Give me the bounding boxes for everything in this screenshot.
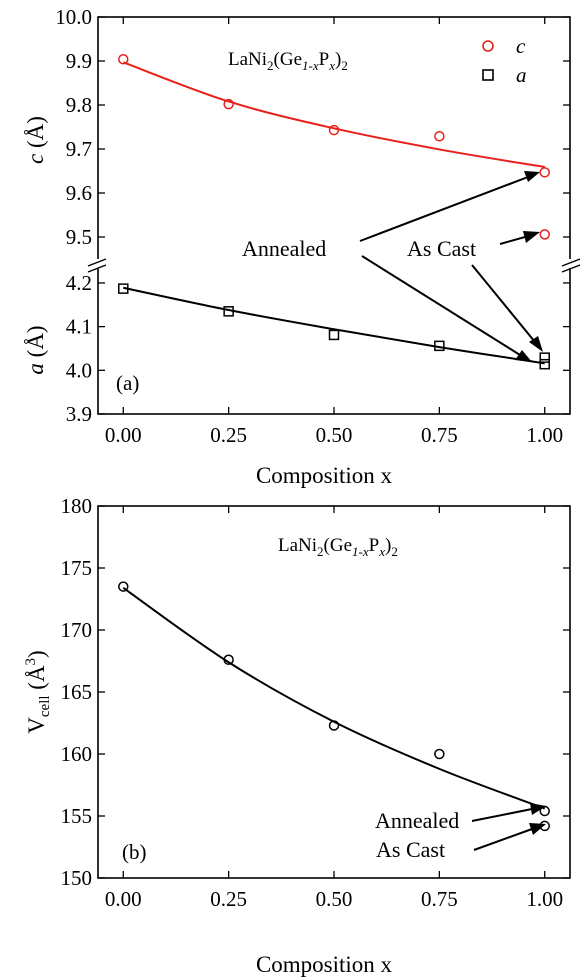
arrow-ascast-c (499, 236, 526, 245)
c-data-point (223, 98, 234, 110)
panel-a-label: (a) (116, 371, 139, 395)
b-ytick-label: 175 (61, 556, 93, 580)
b-ytick-label: 150 (61, 866, 93, 890)
panel-a-xlabel: Composition x (256, 463, 393, 488)
a-upper-ytick-label: 10.0 (55, 5, 92, 29)
b-xtick-label: 0.25 (210, 887, 247, 911)
c-data-point (539, 229, 550, 240)
b-xtick-label: 0.00 (105, 887, 142, 911)
a-upper-ytick-label: 9.7 (66, 137, 92, 161)
b-xtick-label: 0.75 (421, 887, 458, 911)
a-xtick-label: 0.25 (210, 423, 247, 447)
panel-b: 0.00 0.25 0.50 0.75 1.00 150 155 160 165 170 175 1… (23, 494, 571, 977)
a-xtick-label: 0.00 (105, 423, 142, 447)
arrow-annealed-a (361, 255, 521, 356)
panel-a: 0.00 0.25 0.50 0.75 1.00 9.5 9.6 9.7 9.8 9.9 10.0… (23, 5, 580, 488)
a-upper-ytick-label: 9.5 (66, 225, 92, 249)
axis-break-right (561, 258, 580, 273)
legend-c-label: c (516, 34, 526, 58)
annotation-arrows-b (471, 808, 533, 851)
vcell-data-point (434, 748, 445, 760)
panel-a-ylabel-c: c (Å) (23, 116, 48, 164)
vcell-data-point (328, 720, 340, 731)
c-data-point (328, 124, 340, 136)
vcell-data-point (223, 654, 234, 666)
legend-a-label: a (516, 63, 527, 87)
panel-b-frame (97, 505, 571, 879)
a-fit-curve (123, 286, 545, 365)
a-upper-ytick-label: 9.6 (66, 181, 92, 205)
as-cast-label-a: As Cast (407, 236, 476, 261)
b-ytick-label: 180 (61, 494, 93, 518)
b-ytick-label: 155 (61, 804, 93, 828)
annealed-label-b: Annealed (375, 808, 459, 833)
c-data-point (539, 167, 550, 178)
b-ytick-label: 170 (61, 618, 93, 642)
vcell-data-point (118, 581, 129, 592)
panel-b-label: (b) (122, 840, 147, 864)
c-data-point (434, 130, 445, 142)
a-data-point (223, 306, 234, 317)
panel-b-xlabel: Composition x (256, 952, 393, 977)
panel-a-ylabel-a: a (Å) (23, 325, 48, 374)
axis-break-left (87, 258, 107, 273)
arrow-annealed-c (359, 176, 529, 242)
b-xtick-label: 0.50 (316, 887, 353, 911)
arrow-heads-a (515, 171, 543, 362)
c-data-point (118, 53, 129, 65)
vcell-fit-curve (122, 587, 546, 810)
annotation-arrows-a (359, 176, 536, 356)
b-xtick-label: 1.00 (526, 887, 563, 911)
a-data-point (539, 358, 550, 370)
legend-c-marker (482, 40, 494, 52)
arrow-annealed-b (471, 808, 533, 822)
a-data-point (118, 283, 129, 294)
panel-b-ylabel: Vcell (Å3) (23, 650, 53, 733)
legend: c a (482, 34, 527, 87)
a-xtick-label: 0.50 (316, 423, 353, 447)
c-fit-curve (122, 61, 545, 169)
a-lower-ytick-label: 4.2 (66, 271, 92, 295)
a-upper-ytick-label: 9.9 (66, 49, 92, 73)
as-cast-label-b: As Cast (376, 837, 445, 862)
arrow-ascast-b (473, 828, 533, 851)
a-data-point (328, 329, 340, 341)
a-lower-ytick-label: 4.1 (66, 315, 92, 339)
a-lower-ytick-label: 3.9 (66, 402, 92, 426)
a-data-point (539, 352, 550, 363)
a-xtick-label: 0.75 (421, 423, 458, 447)
a-lower-ytick-label: 4.0 (66, 358, 92, 382)
panel-b-formula: LaNi2(Ge1-xPx)2 (278, 535, 398, 559)
a-data-point (434, 340, 445, 352)
a-xtick-label: 1.00 (526, 423, 563, 447)
panel-a-frame (97, 16, 571, 415)
panel-a-formula: LaNi2(Ge1-xPx)2 (228, 49, 348, 73)
arrow-heads-b (529, 803, 546, 835)
a-upper-ytick-label: 9.8 (66, 93, 92, 117)
annealed-label-a: Annealed (242, 236, 326, 261)
b-ytick-label: 165 (61, 680, 93, 704)
b-ytick-label: 160 (61, 742, 93, 766)
legend-a-marker (482, 69, 494, 81)
arrow-ascast-a (471, 264, 536, 343)
